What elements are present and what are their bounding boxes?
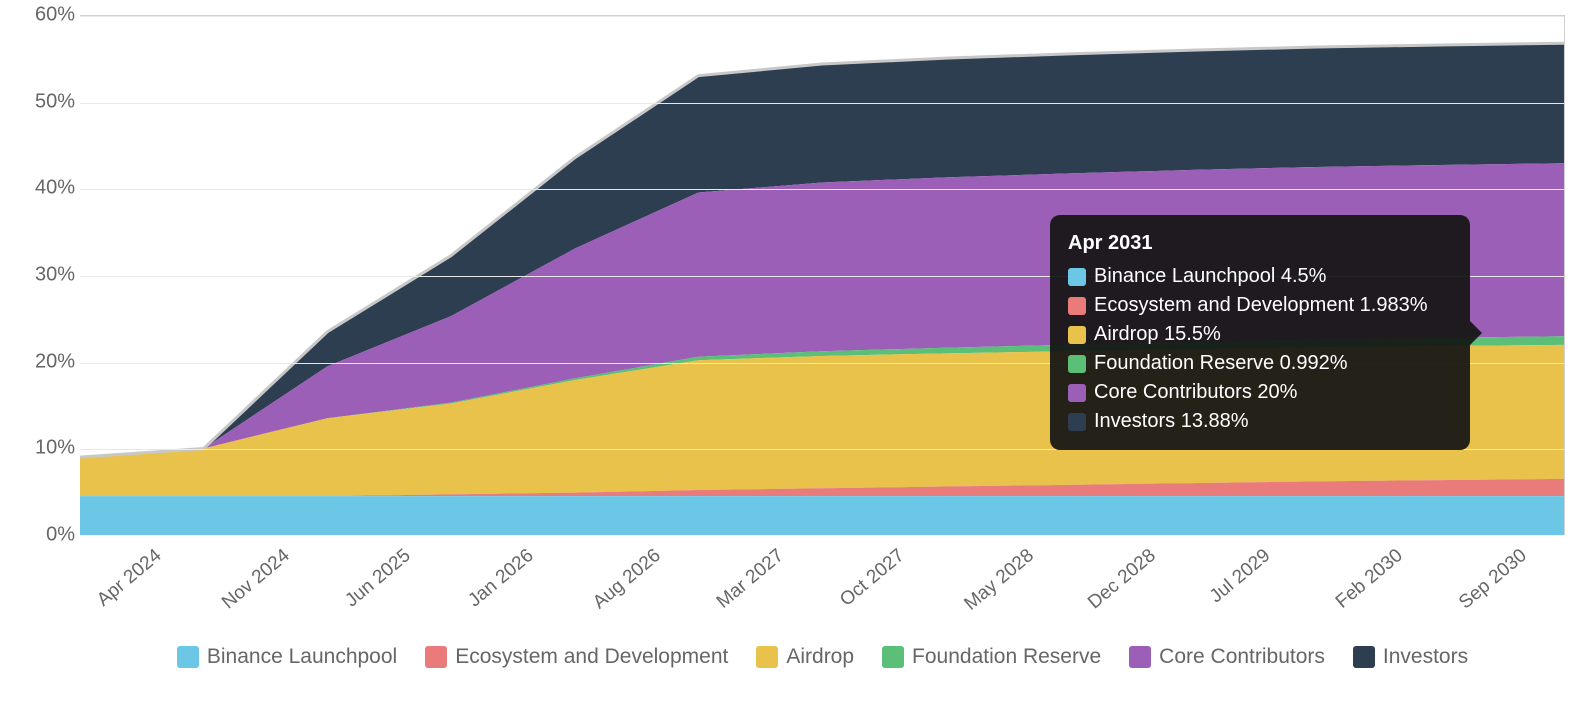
y-tick-label: 10% bbox=[35, 437, 75, 460]
legend-swatch bbox=[1353, 646, 1375, 668]
legend-item[interactable]: Core Contributors bbox=[1129, 645, 1325, 669]
legend-item[interactable]: Foundation Reserve bbox=[882, 645, 1101, 669]
x-tick-label: Mar 2027 bbox=[713, 545, 789, 613]
legend-item[interactable]: Ecosystem and Development bbox=[425, 645, 728, 669]
chart-legend: Binance Launchpool Ecosystem and Developm… bbox=[80, 645, 1565, 669]
x-tick-label: Oct 2027 bbox=[836, 545, 909, 611]
tooltip-row: Binance Launchpool 4.5% bbox=[1068, 262, 1452, 291]
tooltip-swatch bbox=[1068, 268, 1086, 286]
tooltip-row-label: Ecosystem and Development 1.983% bbox=[1094, 291, 1428, 320]
x-tick-label: Apr 2031 bbox=[1578, 545, 1582, 611]
legend-swatch bbox=[425, 646, 447, 668]
tooltip-swatch bbox=[1068, 355, 1086, 373]
tooltip-row: Investors 13.88% bbox=[1068, 407, 1452, 436]
x-tick-label: Dec 2028 bbox=[1084, 545, 1160, 614]
x-tick-label: Apr 2024 bbox=[93, 545, 166, 611]
legend-swatch bbox=[177, 646, 199, 668]
grid-line bbox=[80, 103, 1564, 104]
tooltip-row: Ecosystem and Development 1.983% bbox=[1068, 291, 1452, 320]
tooltip-swatch bbox=[1068, 413, 1086, 431]
tooltip-swatch bbox=[1068, 384, 1086, 402]
legend-swatch bbox=[756, 646, 778, 668]
y-tick-label: 60% bbox=[35, 4, 75, 27]
legend-label: Airdrop bbox=[786, 645, 854, 669]
legend-swatch bbox=[1129, 646, 1151, 668]
legend-swatch bbox=[882, 646, 904, 668]
legend-item[interactable]: Binance Launchpool bbox=[177, 645, 397, 669]
tooltip-title: Apr 2031 bbox=[1068, 229, 1452, 258]
tooltip-row-label: Core Contributors 20% bbox=[1094, 378, 1297, 407]
token-vesting-area-chart: 0%10%20%30%40%50%60% Apr 2024Nov 2024Jun… bbox=[10, 10, 1570, 695]
x-tick-label: Feb 2030 bbox=[1331, 545, 1407, 613]
tooltip-row-label: Binance Launchpool 4.5% bbox=[1094, 262, 1326, 291]
x-tick-label: Jan 2026 bbox=[465, 545, 539, 612]
tooltip-row-label: Foundation Reserve 0.992% bbox=[1094, 349, 1348, 378]
tooltip-swatch bbox=[1068, 297, 1086, 315]
area-series[interactable] bbox=[80, 496, 1564, 535]
tooltip-swatch bbox=[1068, 326, 1086, 344]
grid-line bbox=[80, 189, 1564, 190]
legend-label: Foundation Reserve bbox=[912, 645, 1101, 669]
y-tick-label: 20% bbox=[35, 350, 75, 373]
y-tick-label: 50% bbox=[35, 90, 75, 113]
y-tick-label: 0% bbox=[46, 524, 75, 547]
x-tick-label: Nov 2024 bbox=[218, 545, 294, 614]
x-tick-label: Sep 2030 bbox=[1455, 545, 1531, 614]
y-tick-label: 30% bbox=[35, 264, 75, 287]
legend-label: Investors bbox=[1383, 645, 1468, 669]
x-tick-label: May 2028 bbox=[961, 545, 1039, 615]
legend-label: Core Contributors bbox=[1159, 645, 1325, 669]
grid-line bbox=[80, 16, 1564, 17]
tooltip-row: Foundation Reserve 0.992% bbox=[1068, 349, 1452, 378]
x-tick-label: Aug 2026 bbox=[589, 545, 665, 614]
x-tick-label: Jul 2029 bbox=[1206, 545, 1275, 608]
tooltip-row: Core Contributors 20% bbox=[1068, 378, 1452, 407]
legend-label: Binance Launchpool bbox=[207, 645, 397, 669]
x-tick-label: Jun 2025 bbox=[341, 545, 415, 612]
tooltip-row: Airdrop 15.5% bbox=[1068, 320, 1452, 349]
legend-label: Ecosystem and Development bbox=[455, 645, 728, 669]
tooltip-row-label: Investors 13.88% bbox=[1094, 407, 1249, 436]
legend-item[interactable]: Investors bbox=[1353, 645, 1468, 669]
legend-item[interactable]: Airdrop bbox=[756, 645, 854, 669]
tooltip-row-label: Airdrop 15.5% bbox=[1094, 320, 1221, 349]
y-tick-label: 40% bbox=[35, 177, 75, 200]
chart-tooltip: Apr 2031 Binance Launchpool 4.5%Ecosyste… bbox=[1050, 215, 1470, 450]
